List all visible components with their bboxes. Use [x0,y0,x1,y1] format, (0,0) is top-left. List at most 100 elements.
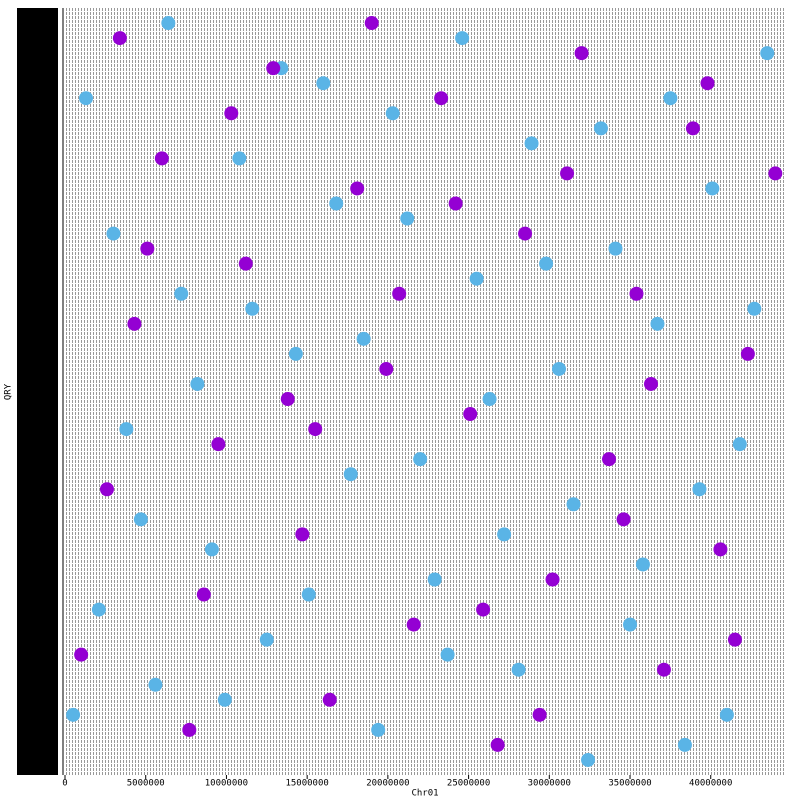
point [656,662,671,677]
point [760,46,775,61]
point [288,346,303,361]
point [74,647,89,662]
x-axis-label: Chr01 [411,789,438,799]
point [677,737,692,752]
point [623,617,638,632]
point [308,422,323,437]
point [413,452,428,467]
x-tick-label: 35000000 [608,779,651,789]
point [400,211,415,226]
point [217,692,232,707]
point [490,737,505,752]
point [364,16,379,31]
point [497,527,512,542]
point [663,91,678,106]
point [266,61,281,76]
point [713,542,728,557]
point [602,452,617,467]
point [154,151,169,166]
point [455,31,470,46]
sample-labels [17,8,58,775]
point [78,91,93,106]
point [196,587,211,602]
point [295,527,310,542]
point [616,512,631,527]
point [322,692,337,707]
point [174,286,189,301]
point [463,407,478,422]
point [685,121,700,136]
point [371,722,386,737]
y-axis-label: QRY [4,383,14,400]
point [574,46,589,61]
x-tick-label: 30000000 [528,779,571,789]
point [112,31,127,46]
point [280,392,295,407]
point [644,376,659,391]
point [440,647,455,662]
point [635,557,650,572]
point [238,256,253,271]
point [768,166,783,181]
point [392,286,407,301]
point [727,632,742,647]
point [119,422,134,437]
point [629,286,644,301]
plot-background [65,8,785,775]
point [301,587,316,602]
point [476,602,491,617]
x-tick-label: 5000000 [127,779,165,789]
point [259,632,274,647]
point [190,376,205,391]
point [732,437,747,452]
point [211,437,226,452]
point [593,121,608,136]
point [532,707,547,722]
point [518,226,533,241]
point [740,346,755,361]
point [705,181,720,196]
point [91,602,106,617]
point [511,662,526,677]
point [385,106,400,121]
point [747,301,762,316]
point [232,151,247,166]
point [329,196,344,211]
x-tick-label: 25000000 [447,779,490,789]
point [524,136,539,151]
x-tick-label: 0 [62,779,67,789]
point [700,76,715,91]
point [551,361,566,376]
point [148,677,163,692]
point [692,482,707,497]
point [379,361,394,376]
x-tick-label: 40000000 [689,779,732,789]
point [316,76,331,91]
point [482,392,497,407]
point [350,181,365,196]
point [560,166,575,181]
point [204,542,219,557]
point [539,256,554,271]
point [161,16,176,31]
point [140,241,155,256]
point [127,316,142,331]
point [182,722,197,737]
point [448,196,463,211]
point [719,707,734,722]
point [545,572,560,587]
point [581,752,596,767]
x-tick-label: 10000000 [205,779,248,789]
point [224,106,239,121]
point [133,512,148,527]
point [469,271,484,286]
point [566,497,581,512]
point [99,482,114,497]
x-tick-label: 20000000 [366,779,409,789]
point [434,91,449,106]
point [356,331,371,346]
point [106,226,121,241]
point [245,301,260,316]
point [427,572,442,587]
